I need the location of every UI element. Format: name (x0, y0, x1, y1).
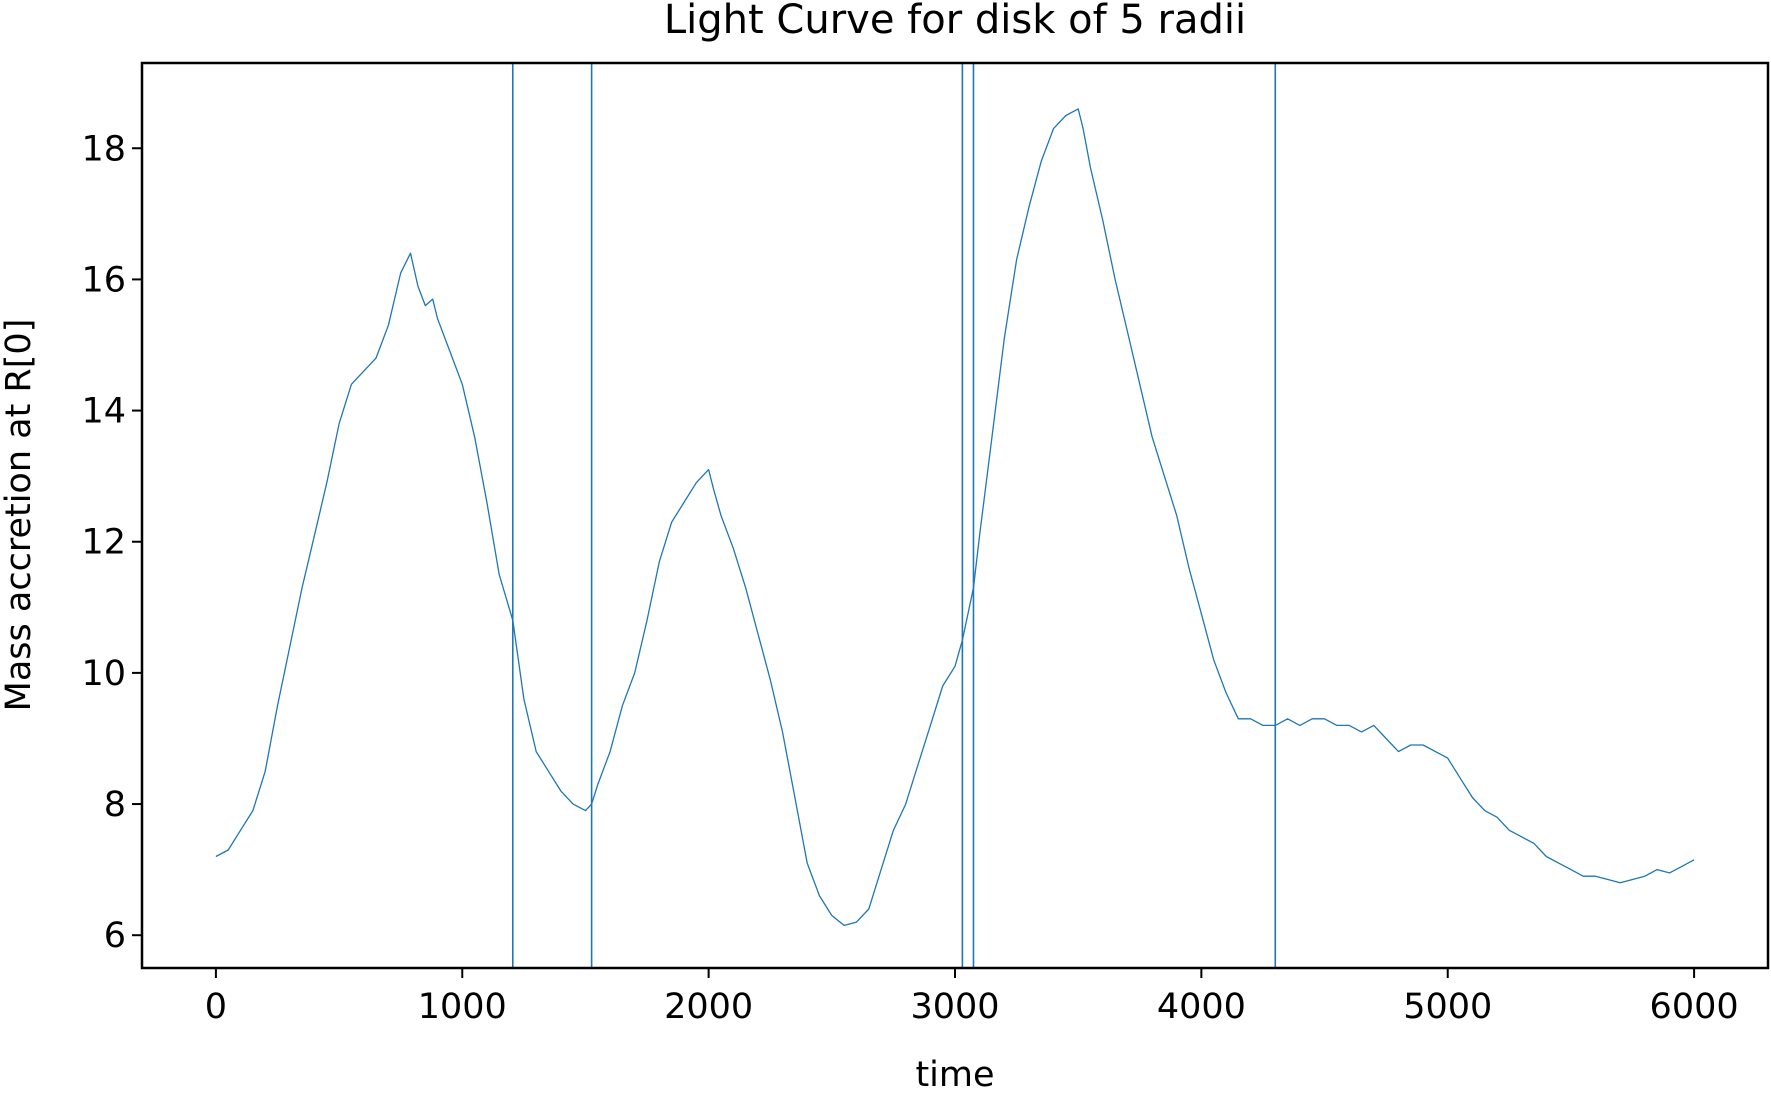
plot-area (215, 63, 1695, 968)
y-axis-label: Mass accretion at R[0] (0, 319, 39, 712)
y-tick-label: 6 (104, 916, 126, 956)
y-tick-label: 12 (81, 523, 126, 563)
chart-title: Light Curve for disk of 5 radii (664, 0, 1246, 43)
x-axis-label: time (915, 1055, 994, 1095)
x-tick-label: 6000 (1650, 987, 1739, 1027)
x-tick-label: 3000 (910, 987, 999, 1027)
y-tick-label: 8 (104, 785, 126, 825)
y-tick-label: 10 (81, 654, 126, 694)
y-axis: 6 8 10 12 14 16 18 (81, 129, 142, 956)
y-tick-label: 18 (81, 129, 126, 169)
x-tick-label: 2000 (664, 987, 753, 1027)
series-line-light-curve (215, 108, 1695, 927)
y-tick-label: 16 (81, 260, 126, 300)
x-tick-label: 0 (205, 987, 227, 1027)
plot-frame (140, 61, 1770, 970)
x-tick-label: 1000 (418, 987, 507, 1027)
x-tick-label: 5000 (1403, 987, 1492, 1027)
x-tick-label: 4000 (1157, 987, 1246, 1027)
y-tick-label: 14 (81, 392, 126, 432)
x-axis: 0 1000 2000 3000 4000 5000 6000 (205, 968, 1739, 1027)
